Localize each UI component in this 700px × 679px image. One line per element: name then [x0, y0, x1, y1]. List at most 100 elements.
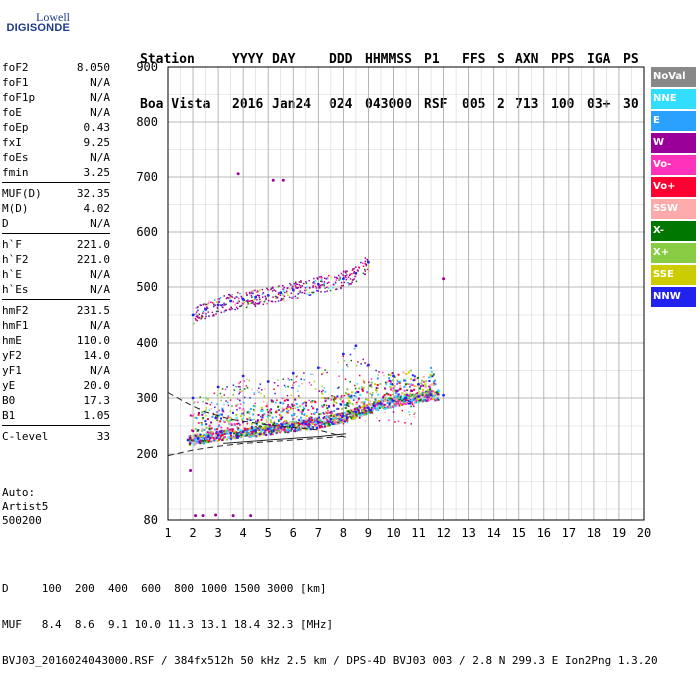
echo-dot: [293, 414, 295, 416]
echo-dot: [261, 288, 264, 291]
echo-dot: [254, 303, 256, 306]
echo-dot: [383, 403, 386, 406]
echo-dot: [300, 280, 302, 282]
echo-dot: [402, 399, 405, 402]
echo-dot: [326, 424, 329, 427]
echo-dot: [328, 424, 331, 427]
echo-dot: [373, 383, 376, 386]
echo-dot: [345, 411, 348, 414]
echo-dot: [211, 302, 214, 304]
echo-dot: [421, 394, 424, 397]
echo-dot: [314, 400, 316, 403]
echo-dot: [413, 413, 415, 416]
echo-dot: [350, 283, 352, 285]
echo-dot: [295, 375, 298, 378]
echo-dot: [270, 399, 273, 402]
echo-dot: [323, 277, 326, 279]
echo-dot: [375, 387, 378, 390]
echo-dot: [314, 388, 317, 390]
echo-dot: [428, 380, 431, 383]
echo-dot: [283, 300, 285, 302]
echo-dot: [289, 421, 292, 424]
echo-dot: [301, 291, 304, 294]
echo-dot: [279, 429, 282, 432]
echo-dot: [408, 414, 411, 416]
echo-dot: [274, 300, 277, 303]
echo-dot: [421, 400, 424, 403]
echo-dot: [388, 419, 390, 422]
echo-dot: [392, 405, 395, 408]
echo-dot: [198, 317, 201, 319]
echo-dot: [428, 396, 431, 399]
echo-dot: [346, 282, 349, 284]
echo-dot: [273, 420, 276, 423]
data-point: [266, 427, 270, 431]
echo-dot: [252, 408, 255, 411]
echo-dot: [279, 294, 282, 296]
echo-dot: [247, 418, 249, 421]
echo-dot: [282, 285, 284, 287]
echo-dot: [355, 414, 358, 417]
echo-dot: [369, 409, 372, 412]
bottom-info: D 100 200 400 600 800 1000 1500 3000 [km…: [2, 559, 658, 679]
echo-dot: [332, 404, 335, 407]
echo-dot: [271, 300, 273, 303]
x-tick-label: 20: [637, 526, 651, 540]
echo-dot: [332, 419, 334, 421]
echo-dot: [390, 386, 393, 389]
echo-dot: [286, 430, 289, 433]
logo-text-bottom: DIGISONDE: [6, 22, 70, 34]
echo-dot: [311, 422, 314, 425]
header-value-iga: 03+: [587, 97, 611, 112]
echo-dot: [331, 421, 334, 423]
echo-dot: [264, 431, 267, 434]
echo-dot: [221, 432, 224, 435]
echo-dot: [236, 434, 239, 437]
echo-dot: [261, 409, 264, 412]
echo-dot: [227, 420, 230, 423]
echo-dot: [328, 405, 331, 408]
echo-dot: [274, 422, 277, 425]
echo-dot: [335, 288, 338, 290]
echo-dot: [410, 399, 413, 402]
echo-dot: [429, 383, 432, 386]
echo-dot: [386, 401, 389, 404]
echo-dot: [293, 429, 296, 432]
echo-dot: [243, 434, 246, 437]
echo-dot: [246, 411, 249, 414]
echo-dot: [408, 383, 410, 385]
data-point: [367, 406, 370, 410]
echo-dot: [416, 376, 419, 379]
echo-dot: [203, 411, 206, 414]
echo-dot: [397, 404, 400, 407]
echo-dot: [384, 411, 386, 414]
echo-dot: [327, 397, 330, 400]
echo-dot: [267, 288, 269, 291]
echo-dot: [415, 395, 418, 398]
echo-dot: [308, 417, 311, 420]
echo-dot: [253, 426, 256, 429]
echo-dot: [378, 371, 380, 373]
param-name: fmin: [2, 166, 29, 179]
echo-dot: [351, 391, 354, 394]
param-name: B0: [2, 394, 16, 407]
data-point: [216, 385, 220, 389]
echo-dot: [352, 272, 355, 274]
data-point: [291, 288, 295, 292]
echo-dot: [412, 395, 415, 398]
echo-dot: [272, 286, 274, 288]
echo-dot: [318, 285, 321, 288]
echo-dot: [207, 398, 209, 400]
echo-dot: [320, 285, 322, 288]
header-value-ps: 30: [623, 97, 639, 112]
echo-dot: [242, 303, 244, 305]
echo-dot: [203, 428, 206, 431]
echo-dot: [245, 429, 248, 432]
echo-dot: [384, 404, 387, 407]
data-point: [354, 344, 358, 348]
echo-dot: [246, 430, 249, 433]
echo-dot: [260, 409, 263, 412]
echo-dot: [223, 431, 226, 434]
echo-dot: [299, 410, 302, 413]
echo-dot: [264, 429, 267, 432]
